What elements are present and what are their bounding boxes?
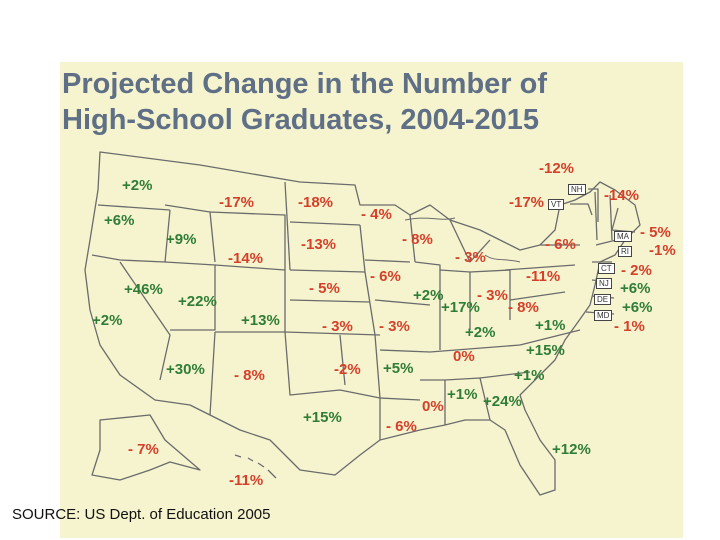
abbr-md: MD bbox=[594, 310, 613, 321]
label-al: +1% bbox=[447, 386, 478, 403]
label-ms: 0% bbox=[422, 398, 444, 415]
title-line-2: High-School Graduates, 2004-2015 bbox=[62, 104, 540, 136]
label-la: - 6% bbox=[386, 418, 417, 435]
label-vt: -17% bbox=[509, 194, 545, 211]
label-nd: -18% bbox=[298, 194, 334, 211]
label-pa: -11% bbox=[526, 268, 561, 285]
label-ne: - 5% bbox=[309, 280, 340, 297]
abbr-vt: VT bbox=[548, 199, 565, 210]
abbr-ma: MA bbox=[614, 231, 632, 242]
label-ks: - 3% bbox=[322, 318, 353, 335]
label-ak: - 7% bbox=[128, 441, 159, 458]
label-ct: - 2% bbox=[621, 262, 652, 279]
label-mi: - 3% bbox=[455, 249, 486, 266]
label-mt: -17% bbox=[219, 194, 255, 211]
alaska-outline bbox=[91, 414, 201, 481]
label-sd: -13% bbox=[301, 236, 337, 253]
label-ar: +5% bbox=[383, 360, 414, 377]
hawaii-islands bbox=[234, 454, 277, 479]
label-az: +30% bbox=[166, 361, 205, 378]
label-nv: +46% bbox=[124, 281, 163, 298]
label-sc: +1% bbox=[514, 367, 545, 384]
label-co: +13% bbox=[241, 312, 280, 329]
abbr-ct: CT bbox=[598, 263, 615, 274]
label-wv: - 8% bbox=[508, 299, 539, 316]
label-nc: +15% bbox=[526, 342, 565, 359]
map-panel bbox=[60, 62, 683, 538]
label-ia: - 6% bbox=[370, 268, 401, 285]
label-ca: +2% bbox=[92, 312, 123, 329]
source-note: SOURCE: US Dept. of Education 2005 bbox=[12, 506, 271, 523]
label-ny: - 6% bbox=[545, 236, 576, 253]
map-title: Projected Change in the Number of High-S… bbox=[62, 66, 662, 138]
label-de: +6% bbox=[622, 299, 653, 316]
label-wy: -14% bbox=[228, 250, 264, 267]
label-mn: - 4% bbox=[361, 206, 392, 223]
label-ky: +2% bbox=[465, 324, 496, 341]
label-ma: - 5% bbox=[640, 224, 671, 241]
label-mo: - 3% bbox=[379, 318, 410, 335]
label-wa: +2% bbox=[122, 177, 153, 194]
label-in: +17% bbox=[441, 299, 480, 316]
label-nm: - 8% bbox=[234, 367, 265, 384]
abbr-nj: NJ bbox=[596, 278, 612, 289]
us-outline bbox=[84, 151, 641, 496]
label-ri: -1% bbox=[649, 242, 676, 259]
label-md: - 1% bbox=[614, 318, 645, 335]
abbr-de: DE bbox=[594, 294, 612, 305]
label-nh: -12% bbox=[539, 160, 575, 177]
label-oh: - 3% bbox=[477, 287, 508, 304]
label-nj: +6% bbox=[620, 280, 651, 297]
label-or: +6% bbox=[104, 212, 135, 229]
abbr-nh: NH bbox=[568, 184, 586, 195]
label-ok: -2% bbox=[334, 361, 361, 378]
lake-markers bbox=[404, 217, 521, 263]
label-me: -14% bbox=[604, 187, 640, 204]
label-ga: +24% bbox=[483, 393, 522, 410]
label-va: +1% bbox=[535, 317, 566, 334]
label-hi: -11% bbox=[229, 472, 264, 489]
label-ut: +22% bbox=[178, 293, 217, 310]
label-wi: - 8% bbox=[402, 231, 433, 248]
label-tx: +15% bbox=[303, 409, 342, 426]
label-il: +2% bbox=[413, 287, 444, 304]
label-tn: 0% bbox=[453, 348, 475, 365]
label-fl: +12% bbox=[552, 441, 591, 458]
label-id: +9% bbox=[166, 231, 197, 248]
abbr-ri: RI bbox=[618, 246, 632, 257]
title-line-1: Projected Change in the Number of bbox=[62, 68, 547, 100]
